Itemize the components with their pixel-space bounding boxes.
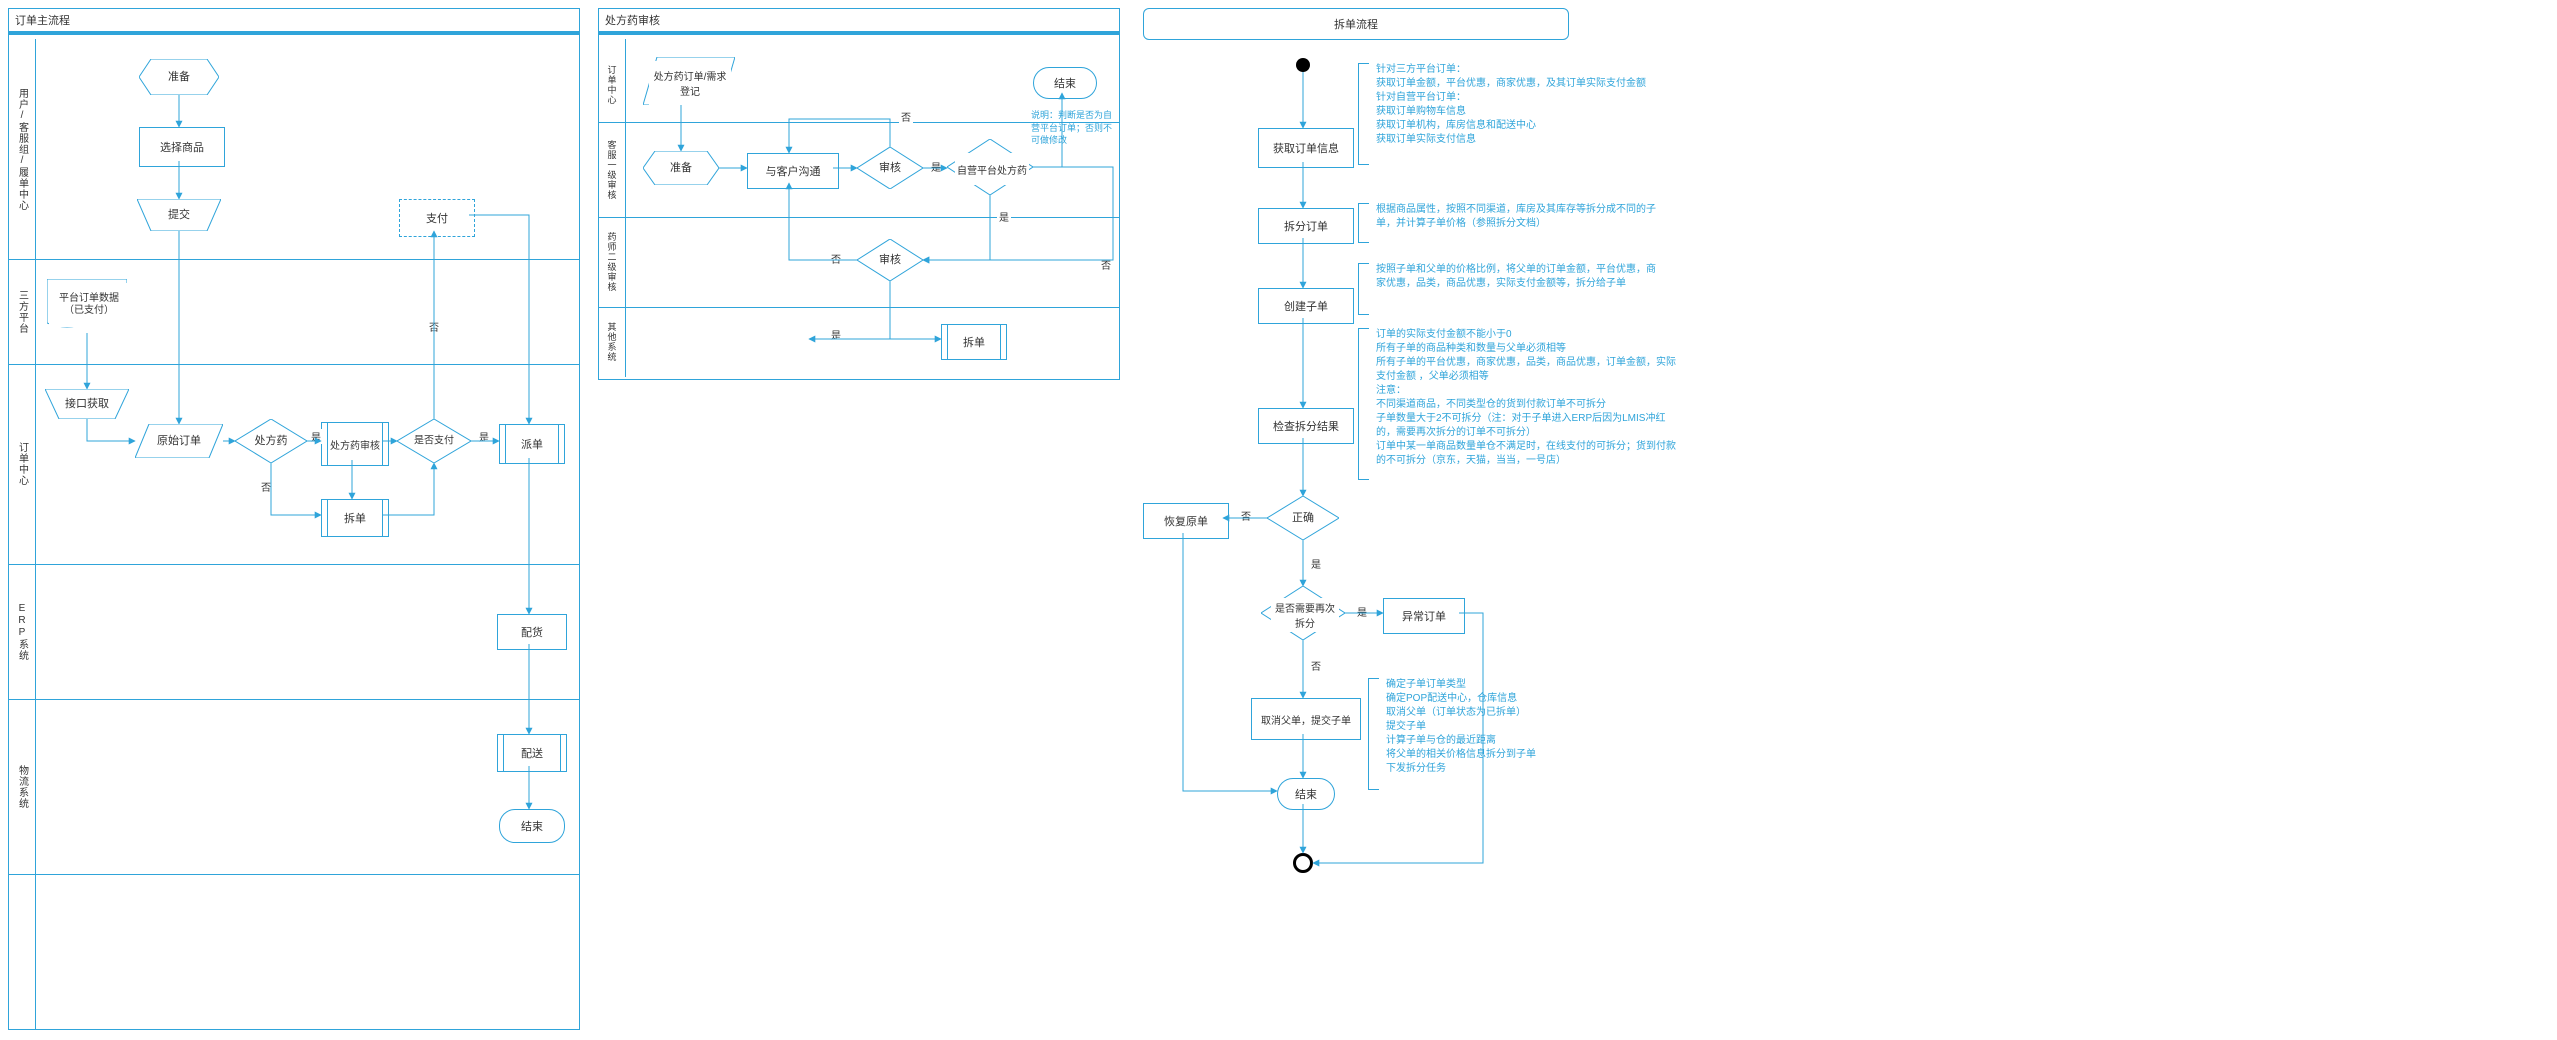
p2-lane-other: 其他系统 [599, 307, 625, 377]
p3-lbl-correct-no: 否 [1239, 508, 1253, 523]
p2-node-review2: 审核 [857, 239, 923, 281]
node-end-p1: 结束 [499, 809, 565, 843]
node-rx-review: 处方药审核 [321, 422, 389, 466]
lane-logistics: 物流系统 [9, 699, 35, 874]
p3-check: 检查拆分结果 [1258, 408, 1354, 444]
node-api-fetch: 接口获取 [45, 389, 129, 419]
p3-bracket-4 [1358, 328, 1369, 480]
p2-register-text: 处方药订单/需求登记 [649, 61, 731, 105]
lbl-paid-yes: 是 [477, 429, 491, 444]
pool-split-flow: 拆单流程 获取订单信息 拆分订单 创建子单 检查拆分结果 恢复原单 正确 是否需… [1143, 8, 1563, 943]
svg-text:接口获取: 接口获取 [65, 397, 109, 410]
p2-lbl-self-yes: 是 [997, 209, 1011, 224]
p2-lbl-r2-yes: 是 [829, 327, 843, 342]
p2-lane-cs: 客服一级审核 [599, 122, 625, 217]
pool1-title: 订单主流程 [9, 9, 579, 32]
svg-text:审核: 审核 [879, 252, 901, 266]
diagram-canvas: 订单主流程 用户/客服组/履单中心 三方平台 订单中心 ERP系统 物流系统 准… [8, 8, 2548, 1032]
lane-3rd-platform: 三方平台 [9, 259, 35, 364]
pool2-title: 处方药审核 [599, 9, 1119, 32]
svg-text:提交: 提交 [168, 207, 190, 221]
p2-node-contact: 与客户沟通 [747, 153, 839, 189]
svg-text:处方药: 处方药 [255, 433, 288, 447]
lane-order-center: 订单中心 [9, 364, 35, 564]
node-raw-order: 原始订单 [135, 424, 223, 458]
node-prepare: 准备 [139, 59, 219, 95]
p2-node-review1: 审核 [857, 147, 923, 189]
p3-start [1296, 58, 1310, 72]
p3-lbl-resplit-yes: 是 [1355, 604, 1369, 619]
p2-lane-pharm: 药师二级审核 [599, 217, 625, 307]
p2-lbl-r1-yes: 是 [929, 159, 943, 174]
node-pick: 配货 [497, 614, 567, 650]
p3-note-5: 确定子单订单类型 确定POP配送中心，仓库信息 取消父单（订单状态为已拆单） 提… [1386, 678, 1646, 776]
node-submit: 提交 [137, 199, 221, 231]
pool-rx-review: 处方药审核 订单中心 客服一级审核 药师二级审核 其他系统 处方药订单/需求登记… [598, 8, 1120, 380]
lbl-paid-no: 否 [427, 319, 441, 334]
p3-note-4: 订单的实际支付金额不能小于0 所有子单的商品种类和数量与父单必须相等 所有子单的… [1376, 328, 1676, 468]
p3-split-order: 拆分订单 [1258, 208, 1354, 244]
node-pay: 支付 [399, 199, 475, 237]
lbl-rx-no: 否 [259, 479, 273, 494]
p3-lbl-correct-yes: 是 [1309, 556, 1323, 571]
node-dispatch: 派单 [499, 424, 565, 464]
svg-text:准备: 准备 [670, 160, 692, 174]
node-is-paid: 是否支付 [397, 419, 471, 463]
node-split: 拆单 [321, 499, 389, 537]
lane-user: 用户/客服组/履单中心 [9, 39, 35, 259]
node-rx: 处方药 [235, 419, 307, 463]
p3-lbl-resplit-no: 否 [1309, 658, 1323, 673]
pool3-title: 拆单流程 [1143, 8, 1569, 40]
p3-abnormal: 异常订单 [1383, 598, 1465, 634]
p2-lbl-r1-no: 否 [899, 109, 913, 124]
svg-text:原始订单: 原始订单 [157, 433, 201, 447]
pool-order-main: 订单主流程 用户/客服组/履单中心 三方平台 订单中心 ERP系统 物流系统 准… [8, 8, 580, 1030]
p3-create-sub: 创建子单 [1258, 288, 1354, 324]
p3-end-label: 结束 [1277, 778, 1335, 810]
p3-bracket-1 [1358, 63, 1369, 165]
svg-text:是否支付: 是否支付 [414, 434, 454, 447]
node-select-goods: 选择商品 [139, 127, 225, 167]
svg-text:准备: 准备 [168, 69, 190, 83]
platform-data-text: 平台订单数据（已支付） [49, 283, 129, 327]
p2-node-prepare: 准备 [643, 151, 719, 185]
p2-self-rx-text: 自营平台处方药 [955, 153, 1029, 185]
p3-note-1: 针对三方平台订单： 获取订单金额，平台优惠，商家优惠，及其订单实际支付金额 针对… [1376, 63, 1656, 147]
p2-node-split: 拆单 [941, 324, 1007, 360]
lbl-rx-yes: 是 [309, 429, 323, 444]
p2-note: 说明：判断是否为自营平台订单；否则不可做修改 [1031, 109, 1119, 147]
p2-lbl-r2-no: 否 [829, 251, 843, 266]
p3-note-2: 根据商品属性，按照不同渠道，库房及其库存等拆分成不同的子单，并计算子单价格（参照… [1376, 203, 1656, 231]
p3-note-3: 按照子单和父单的价格比例，将父单的订单金额，平台优惠，商家优惠，品类，商品优惠，… [1376, 263, 1656, 291]
p3-correct: 正确 [1267, 496, 1339, 540]
p3-bracket-3 [1358, 263, 1369, 315]
p3-restore: 恢复原单 [1143, 503, 1229, 539]
svg-text:正确: 正确 [1292, 511, 1314, 524]
p3-bracket-5 [1368, 678, 1379, 790]
p3-bracket-2 [1358, 203, 1369, 243]
lane-erp: ERP系统 [9, 564, 35, 699]
p2-lane-order: 订单中心 [599, 47, 625, 122]
p3-end-ring [1293, 853, 1313, 873]
p3-cancel-parent: 取消父单，提交子单 [1251, 698, 1361, 740]
p2-lbl-self-no: 否 [1099, 257, 1113, 272]
svg-text:审核: 审核 [879, 160, 901, 174]
node-delivery: 配送 [497, 734, 567, 772]
p3-get-order: 获取订单信息 [1258, 128, 1354, 168]
p3-resplit-text: 是否需要再次拆分 [1271, 598, 1339, 632]
p2-node-end: 结束 [1033, 67, 1097, 99]
